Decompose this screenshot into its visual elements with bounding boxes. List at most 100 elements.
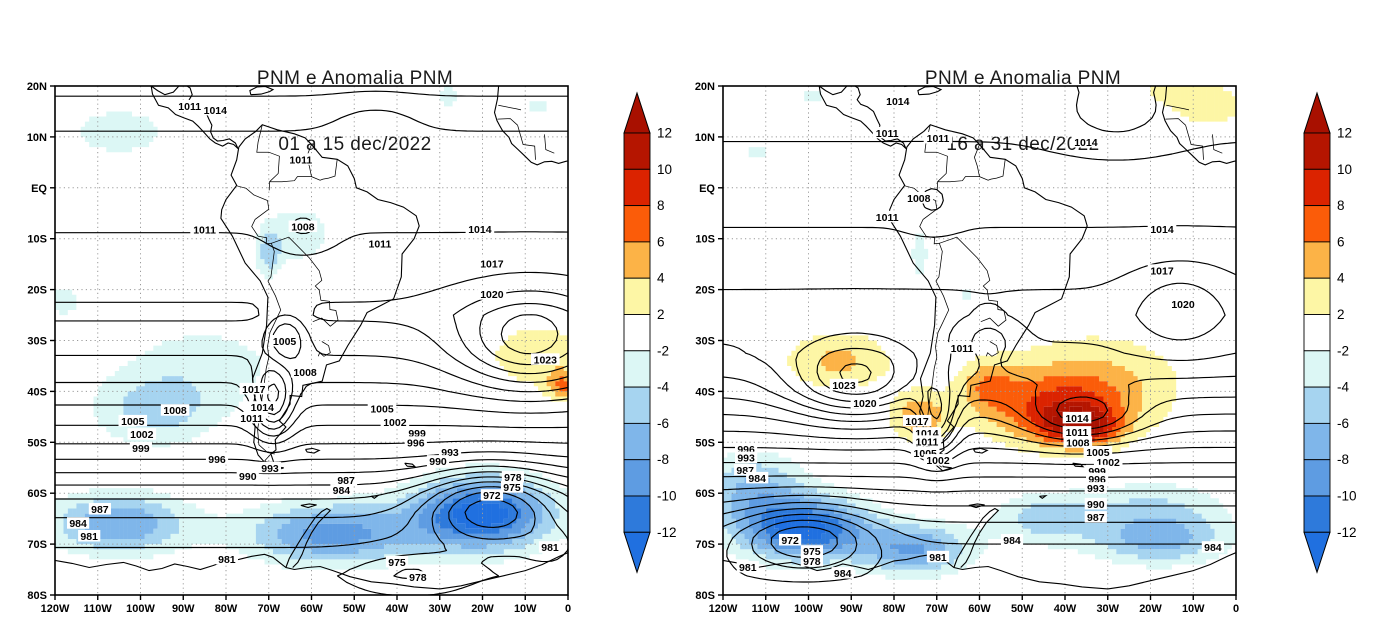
svg-text:996: 996 — [407, 437, 425, 449]
svg-text:1002: 1002 — [130, 429, 154, 441]
svg-text:50W: 50W — [343, 603, 366, 615]
svg-text:20N: 20N — [695, 81, 715, 93]
svg-text:1020: 1020 — [480, 289, 504, 301]
svg-text:972: 972 — [781, 535, 799, 547]
contour-label-layer: 1014 1011 1011 1008 1011 1014 1014 1017 1020 1011… — [734, 94, 1224, 580]
svg-text:70S: 70S — [27, 539, 47, 551]
svg-text:50W: 50W — [1011, 603, 1034, 615]
pressure-anomaly-map-right: 1014 1011 1011 1008 1011 1014 1014 1017 1020 1011… — [695, 81, 1239, 615]
svg-text:2: 2 — [657, 307, 665, 322]
svg-text:1011: 1011 — [240, 413, 263, 425]
svg-text:1023: 1023 — [534, 354, 558, 366]
svg-text:-12: -12 — [657, 525, 677, 540]
svg-text:-10: -10 — [657, 489, 677, 504]
svg-text:1011: 1011 — [927, 133, 950, 145]
svg-text:-12: -12 — [1337, 525, 1357, 540]
svg-text:1005: 1005 — [273, 336, 297, 348]
svg-text:1014: 1014 — [204, 105, 228, 117]
svg-text:981: 981 — [80, 531, 98, 543]
pressure-contour-layer — [723, 86, 1236, 583]
svg-text:4: 4 — [657, 271, 665, 286]
svg-text:EQ: EQ — [699, 183, 715, 195]
svg-text:12: 12 — [1337, 126, 1352, 141]
svg-text:12: 12 — [657, 126, 672, 141]
svg-text:1011: 1011 — [289, 154, 312, 166]
svg-text:1014: 1014 — [1150, 224, 1174, 236]
panel-left-title: PNM e Anomalia PNM 01 a 15 dec/2022 — [95, 24, 615, 200]
panel-right-title: PNM e Anomalia PNM 16 a 31 dec/2022 — [763, 24, 1283, 200]
svg-text:1008: 1008 — [907, 193, 931, 205]
svg-text:0: 0 — [1233, 603, 1239, 615]
svg-text:50S: 50S — [695, 437, 715, 449]
svg-text:993: 993 — [261, 463, 279, 475]
svg-text:30W: 30W — [1096, 603, 1119, 615]
svg-text:993: 993 — [737, 453, 755, 465]
svg-text:1011: 1011 — [916, 436, 939, 448]
svg-text:1011: 1011 — [876, 128, 899, 140]
svg-text:1014: 1014 — [1065, 413, 1089, 425]
svg-text:60S: 60S — [695, 488, 715, 500]
svg-text:6: 6 — [657, 234, 665, 249]
svg-text:80S: 80S — [27, 590, 47, 602]
svg-text:30W: 30W — [428, 603, 451, 615]
svg-text:4: 4 — [1337, 271, 1345, 286]
svg-text:8: 8 — [657, 198, 665, 213]
svg-text:-4: -4 — [1337, 380, 1349, 395]
svg-text:-8: -8 — [1337, 452, 1349, 467]
svg-text:80S: 80S — [695, 590, 715, 602]
pressure-contour-layer — [55, 90, 568, 595]
svg-text:-2: -2 — [657, 343, 669, 358]
svg-text:981: 981 — [541, 542, 559, 554]
svg-text:10: 10 — [1337, 162, 1352, 177]
pressure-anomaly-map-left: 1011 1014 1011 1011 1008 1011 1014 1017 1020 1023… — [27, 81, 571, 615]
svg-text:987: 987 — [1087, 512, 1105, 524]
svg-text:30S: 30S — [695, 336, 715, 348]
svg-text:1017: 1017 — [480, 259, 504, 271]
svg-text:10N: 10N — [27, 132, 47, 144]
svg-text:1014: 1014 — [468, 224, 492, 236]
svg-text:987: 987 — [91, 504, 109, 516]
svg-text:100W: 100W — [794, 603, 823, 615]
svg-text:60W: 60W — [300, 603, 323, 615]
svg-text:1011: 1011 — [369, 238, 392, 250]
svg-text:40W: 40W — [1054, 603, 1077, 615]
svg-text:987: 987 — [337, 475, 355, 487]
svg-text:40W: 40W — [386, 603, 409, 615]
svg-text:1011: 1011 — [876, 212, 899, 224]
anomaly-colorbar-right: 12 10 8 6 4 2 -2 -4 -6 -8 -10 -12 — [1303, 91, 1357, 574]
colorbar: 12 10 8 6 4 2 -2 -4 -6 -8 -10 -12 — [1303, 91, 1357, 574]
svg-text:6: 6 — [1337, 234, 1345, 249]
svg-text:990: 990 — [429, 456, 447, 468]
svg-text:110W: 110W — [752, 603, 781, 615]
coastline-layer — [723, 86, 1236, 590]
svg-text:1017: 1017 — [242, 384, 266, 396]
svg-text:975: 975 — [388, 557, 406, 569]
svg-text:2: 2 — [1337, 307, 1345, 322]
svg-text:10S: 10S — [695, 234, 715, 246]
svg-text:993: 993 — [1087, 483, 1105, 495]
svg-text:990: 990 — [239, 471, 257, 483]
svg-text:10: 10 — [657, 162, 672, 177]
svg-text:1011: 1011 — [193, 225, 216, 237]
svg-text:120W: 120W — [709, 603, 738, 615]
svg-text:1023: 1023 — [832, 380, 856, 392]
svg-text:20S: 20S — [695, 285, 715, 297]
svg-text:-4: -4 — [657, 380, 669, 395]
svg-text:1002: 1002 — [383, 417, 407, 429]
svg-text:20W: 20W — [471, 603, 494, 615]
svg-text:984: 984 — [333, 485, 351, 497]
svg-text:1020: 1020 — [853, 398, 877, 410]
svg-text:1008: 1008 — [293, 367, 317, 379]
svg-text:1017: 1017 — [1150, 265, 1174, 277]
svg-text:981: 981 — [739, 562, 757, 574]
svg-text:-6: -6 — [1337, 416, 1349, 431]
svg-text:975: 975 — [503, 482, 521, 494]
svg-text:-6: -6 — [657, 416, 669, 431]
svg-text:10W: 10W — [514, 603, 537, 615]
svg-text:972: 972 — [483, 490, 501, 502]
svg-text:981: 981 — [929, 552, 947, 564]
panel-left-title-line1: PNM e Anomalia PNM — [256, 68, 454, 89]
panel-left-title-line2: 01 a 15 dec/2022 — [278, 134, 432, 155]
svg-text:-2: -2 — [1337, 343, 1349, 358]
